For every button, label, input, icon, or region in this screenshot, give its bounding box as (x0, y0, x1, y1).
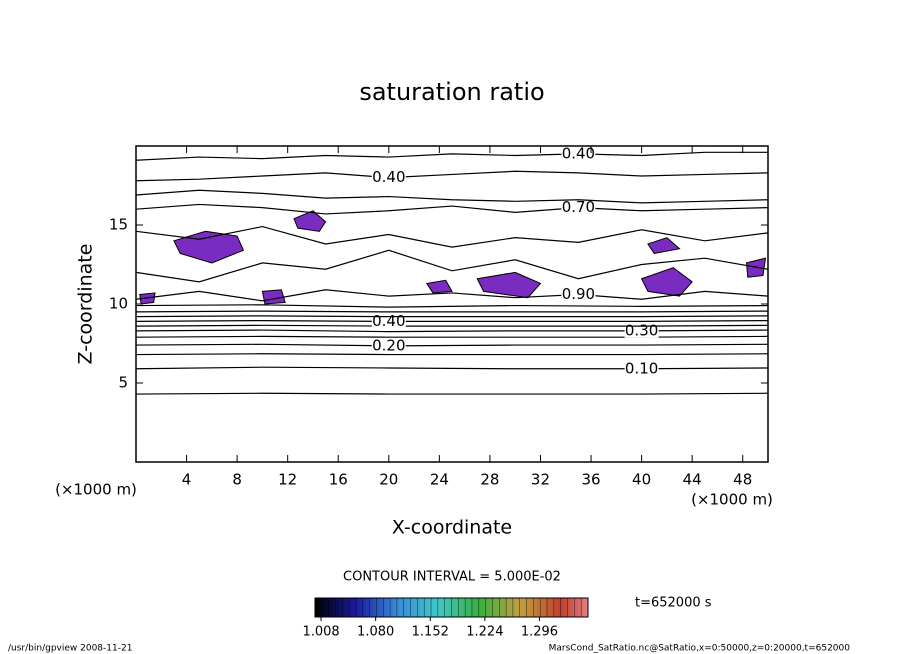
label-bg (561, 287, 596, 302)
contour-label: 0.20 (372, 336, 405, 354)
contour-interval: CONTOUR INTERVAL = 5.000E-02 (343, 570, 561, 585)
contour-label: 0.30 (625, 321, 658, 339)
footer: /usr/bin/gpview 2008-11-21 (8, 644, 132, 654)
label-bg (561, 146, 596, 161)
contour-line (135, 353, 769, 356)
time-label: t=652000 s (635, 596, 712, 611)
contour-label: 0.40 (562, 144, 595, 162)
chart-title: saturation ratio (359, 78, 544, 106)
colorbar-tick-label: 1.224 (466, 625, 503, 640)
supersaturated-region (425, 279, 453, 294)
x-tick-label: 48 (733, 471, 752, 489)
x-tick-label: 20 (379, 471, 398, 489)
contour-label: 0.10 (625, 359, 658, 377)
x-tick-label: 12 (278, 471, 297, 489)
contour-line (135, 329, 769, 333)
contour-line (135, 335, 769, 338)
contour-line (135, 289, 769, 302)
supersaturated-region (640, 267, 693, 297)
label-bg (371, 314, 406, 329)
label-bg (561, 200, 596, 215)
y-tick-label: 10 (109, 295, 128, 313)
plot-frame (135, 145, 769, 463)
x-tick-label: 16 (329, 471, 348, 489)
contour-label: 0.40 (372, 312, 405, 330)
contour-line (135, 315, 769, 318)
x-tick-label: 8 (232, 471, 242, 489)
supersaturated-region (647, 237, 681, 254)
contour-line (135, 366, 769, 370)
colorbar-tick-label: 1.152 (412, 625, 449, 640)
contour-line (135, 343, 769, 347)
supersaturated-region (476, 271, 542, 299)
colorbar-tick-label: 1.080 (357, 625, 394, 640)
contour-line (135, 170, 769, 182)
x-tick-label: 32 (531, 471, 550, 489)
contour-line (135, 319, 769, 322)
x-tick-label: 44 (683, 471, 702, 489)
label-bg (371, 170, 406, 185)
x-tick-label: 36 (581, 471, 600, 489)
colorbar-tick-label: 1.008 (302, 625, 339, 640)
contour-line (135, 151, 768, 161)
x-tick-label: 28 (480, 471, 499, 489)
contour-line (135, 225, 769, 248)
x-axis-label: X-coordinate (392, 517, 512, 539)
colorbar-tick-label: 1.296 (521, 625, 558, 640)
label-bg (624, 323, 659, 338)
contour-line (135, 304, 769, 308)
label-bg (371, 338, 406, 353)
y-tick-label: 5 (118, 374, 128, 392)
contour-line (135, 392, 769, 395)
y-axis-label: Z-coordinate (75, 244, 97, 365)
x-unit: (×1000 m) (691, 491, 773, 509)
label-bg (624, 361, 659, 376)
x-tick-label: 4 (182, 471, 192, 489)
contour-line (135, 189, 769, 204)
contour-label: 0.40 (372, 168, 405, 186)
supersaturated-region (173, 230, 245, 264)
contour-label: 0.70 (562, 198, 595, 216)
x-tick-label: 40 (632, 471, 651, 489)
contour-line (135, 324, 769, 327)
contour-line (135, 310, 769, 313)
footer: MarsCond_SatRatio.nc@SatRatio,x=0:50000,… (549, 644, 851, 654)
contour-line (135, 203, 769, 215)
contour-line (135, 249, 769, 283)
x-unit: (×1000 m) (55, 481, 137, 499)
supersaturated-region (139, 292, 156, 305)
y-tick-label: 15 (109, 216, 128, 234)
contour-label: 0.90 (562, 285, 595, 303)
x-tick-label: 24 (430, 471, 449, 489)
